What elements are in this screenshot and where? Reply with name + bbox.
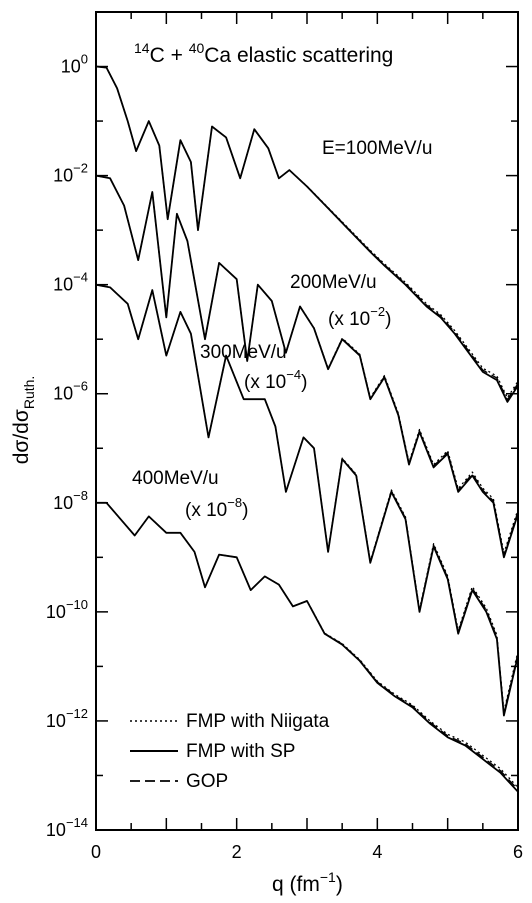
y-tick-label: 10−6: [53, 379, 88, 404]
y-axis-title: dσ/dσRuth.: [10, 376, 37, 465]
axis-tick-labels: 100 10−2 10−4 10−6 10−8 10−10 10−12 10−140 2 4 6: [46, 52, 523, 862]
series-400mev-u-solid: [96, 501, 519, 793]
legend-label-gop: GOP: [186, 771, 228, 792]
annotation-e200: 200MeV/u: [290, 272, 377, 293]
x-axis-title: q (fm−1): [272, 869, 343, 896]
x-tick-label: 2: [232, 842, 242, 862]
plot-frame: [95, 11, 519, 831]
axis-ticks: [95, 11, 519, 831]
annotation-e100: E=100MeV/u: [322, 138, 432, 159]
y-tick-label: 100: [61, 52, 88, 77]
series-300mev-u-dotted: [95, 284, 519, 713]
series-200mev-u-solid: [95, 174, 519, 559]
x-tick-label: 4: [372, 842, 382, 862]
annotation-scale-400: (x 10−8): [185, 495, 248, 521]
series-100mev-u-dotted: [95, 65, 519, 399]
x-tick-label: 6: [513, 842, 523, 862]
annotation-scale-200: (x 10−2): [328, 304, 391, 330]
series-300mev-u-solid: [95, 283, 519, 717]
legend-label-sp: FMP with SP: [186, 741, 295, 762]
annotation-scale-300: (x 10−4): [244, 367, 307, 393]
data-series: [95, 65, 519, 793]
y-tick-label: 10−12: [46, 706, 88, 731]
series-400mev-u-dashed: [96, 502, 519, 791]
series-200mev-u-dotted: [95, 174, 519, 554]
y-tick-label: 10−4: [53, 270, 88, 295]
annotation-e300: 300MeV/u: [200, 342, 287, 363]
legend: FMP with Niigata FMP with SP GOP: [130, 711, 330, 792]
series-100mev-u-solid: [95, 65, 519, 403]
y-tick-label: 10−14: [46, 815, 88, 840]
annotation-e400: 400MeV/u: [132, 468, 219, 489]
series-200mev-u-dashed: [95, 174, 519, 556]
series-100mev-u-dashed: [95, 65, 519, 401]
series-300mev-u-dashed: [95, 284, 519, 715]
y-tick-label: 10−2: [53, 161, 88, 186]
x-tick-label: 0: [91, 842, 101, 862]
y-tick-label: 10−10: [46, 597, 88, 622]
y-tick-label: 10−8: [53, 488, 88, 513]
series-400mev-u-dotted: [96, 502, 519, 788]
legend-label-niigata: FMP with Niigata: [186, 711, 330, 732]
chart-title: 14C + 40Ca elastic scattering: [134, 40, 393, 67]
